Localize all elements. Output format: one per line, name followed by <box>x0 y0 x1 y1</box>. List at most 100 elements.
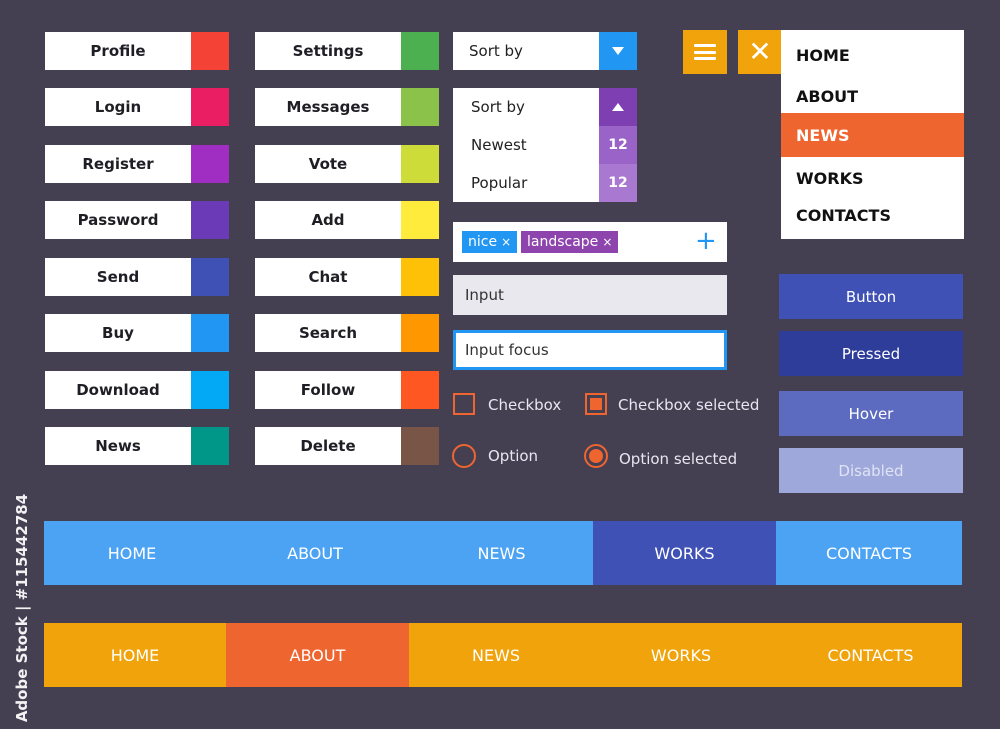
chevron-up-icon <box>612 103 624 111</box>
text-input-focused[interactable]: Input focus <box>453 330 727 370</box>
button-label: Search <box>298 324 358 342</box>
checkbox-checked[interactable] <box>585 393 607 415</box>
color-tab <box>191 201 229 239</box>
hover-button[interactable]: Hover <box>779 391 963 436</box>
sort-dropdown-label: Sort by <box>471 98 525 116</box>
color-tab <box>191 32 229 70</box>
nav-home[interactable]: HOME <box>110 645 160 665</box>
color-tab <box>401 258 439 296</box>
login-button[interactable]: Login <box>45 88 229 126</box>
vote-button[interactable]: Vote <box>255 145 439 183</box>
menu-item-about[interactable]: ABOUT <box>796 86 859 106</box>
download-button[interactable]: Download <box>45 371 229 409</box>
option-label: Popular <box>471 174 528 192</box>
sort-select[interactable]: Sort by <box>453 32 637 70</box>
color-tab <box>401 32 439 70</box>
side-caption: Adobe Stock | #115442784 <box>12 493 32 721</box>
button-label: Profile <box>90 42 146 60</box>
settings-button[interactable]: Settings <box>255 32 439 70</box>
remove-tag-icon[interactable]: × <box>501 235 512 249</box>
radio-dot <box>589 449 603 463</box>
menu-item-news[interactable]: NEWS <box>781 113 964 157</box>
color-tab <box>401 201 439 239</box>
sort-select-toggle[interactable] <box>599 32 637 70</box>
nav-news[interactable]: NEWS <box>477 543 526 563</box>
checkbox-selected-label: Checkbox selected <box>618 396 760 414</box>
menu-item-contacts[interactable]: CONTACTS <box>796 205 891 225</box>
tag-input[interactable]: nice × landscape × <box>453 222 727 262</box>
side-caption-text: Adobe Stock | #115442784 <box>13 493 32 722</box>
checkbox-unchecked[interactable] <box>453 393 475 415</box>
checkbox-label: Checkbox <box>488 396 562 414</box>
close-button[interactable]: ✕ <box>738 30 782 74</box>
blue-navbar: HOME ABOUT NEWS WORKS CONTACTS <box>44 521 962 585</box>
disabled-button: Disabled <box>779 448 963 493</box>
color-tab <box>191 427 229 465</box>
close-icon: ✕ <box>748 35 772 68</box>
sort-option-newest[interactable]: Newest 12 <box>453 126 637 164</box>
chat-button[interactable]: Chat <box>255 258 439 296</box>
add-tag-icon[interactable]: + <box>695 226 717 256</box>
buy-button[interactable]: Buy <box>45 314 229 352</box>
checkbox-check-mark <box>590 398 602 410</box>
button-label: Password <box>77 211 159 229</box>
nav-news[interactable]: NEWS <box>471 645 521 665</box>
profile-button[interactable]: Profile <box>45 32 229 70</box>
text-input[interactable]: Input <box>453 275 727 315</box>
nav-about[interactable]: ABOUT <box>287 543 343 563</box>
button-label: Delete <box>300 437 356 455</box>
nav-home[interactable]: HOME <box>107 543 157 563</box>
nav-contacts[interactable]: CONTACTS <box>825 543 913 563</box>
sort-option-popular[interactable]: Popular 12 <box>453 164 637 202</box>
sort-dropdown-header[interactable]: Sort by <box>453 88 637 126</box>
radio-label: Option <box>488 447 539 465</box>
search-button[interactable]: Search <box>255 314 439 352</box>
follow-button[interactable]: Follow <box>255 371 439 409</box>
button-label: Login <box>94 98 142 116</box>
register-button[interactable]: Register <box>45 145 229 183</box>
color-tab <box>191 145 229 183</box>
color-tab <box>191 371 229 409</box>
hamburger-icon <box>694 44 716 60</box>
send-button[interactable]: Send <box>45 258 229 296</box>
menu-item-works[interactable]: WORKS <box>796 168 864 188</box>
color-tab <box>401 314 439 352</box>
chevron-up-toggle[interactable] <box>599 88 637 126</box>
radio-selected-label: Option selected <box>619 450 738 468</box>
button-label: Send <box>96 268 140 286</box>
messages-button[interactable]: Messages <box>255 88 439 126</box>
count-badge: 12 <box>599 164 637 202</box>
button-label: Chat <box>308 268 348 286</box>
button-label: Download <box>76 381 160 399</box>
pressed-button[interactable]: Pressed <box>779 331 963 376</box>
tag-nice: nice × <box>462 231 518 253</box>
menu-item-home[interactable]: HOME <box>796 45 850 65</box>
color-tab <box>401 427 439 465</box>
remove-tag-icon[interactable]: × <box>602 235 613 249</box>
nav-about-active[interactable]: ABOUT <box>226 623 409 687</box>
color-tab <box>401 88 439 126</box>
delete-button[interactable]: Delete <box>255 427 439 465</box>
option-label: Newest <box>471 136 527 154</box>
button-label: Follow <box>300 381 356 399</box>
button-label: Register <box>82 155 154 173</box>
menu-button[interactable] <box>683 30 727 74</box>
news-button[interactable]: News <box>45 427 229 465</box>
radio-selected[interactable] <box>584 444 608 468</box>
nav-works[interactable]: WORKS <box>650 645 712 665</box>
tag-label: landscape <box>527 234 599 250</box>
nav-contacts[interactable]: CONTACTS <box>827 645 914 665</box>
tag-label: nice <box>468 234 498 250</box>
color-tab <box>191 88 229 126</box>
add-button[interactable]: Add <box>255 201 439 239</box>
sort-select-value: Sort by <box>469 42 523 60</box>
radio-unselected[interactable] <box>452 444 476 468</box>
orange-navbar: HOME ABOUT NEWS WORKS CONTACTS <box>44 623 962 687</box>
password-button[interactable]: Password <box>45 201 229 239</box>
sort-dropdown: Sort by Newest 12 Popular 12 <box>453 88 637 202</box>
button-label: News <box>95 437 141 455</box>
primary-button[interactable]: Button <box>779 274 963 319</box>
button-label: Buy <box>102 324 134 342</box>
button-label: Settings <box>292 42 364 60</box>
nav-works-active[interactable]: WORKS <box>593 521 776 585</box>
